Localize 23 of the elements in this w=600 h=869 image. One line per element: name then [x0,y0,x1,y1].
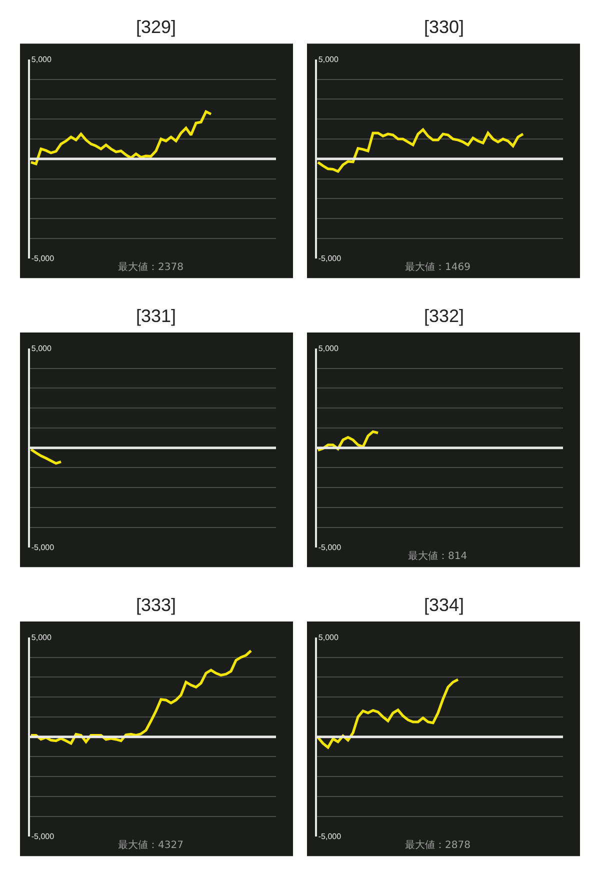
y-tick-label: 5,000 [31,55,52,64]
y-tick-label: 5,000 [318,344,339,354]
y-tick-label: -5,000 [318,543,342,552]
text: 最大値：814 [408,550,468,562]
chart-title: [333] [136,595,176,615]
y-tick-label: 5,000 [318,55,339,64]
chart-title: [329] [136,17,176,37]
text: 最大値：1469 [405,261,470,273]
y-tick-label: -5,000 [318,832,342,842]
y-tick-label: -5,000 [31,832,55,842]
y-tick-label: 5,000 [31,344,52,354]
text: 最大値：2878 [405,839,470,851]
y-tick-label: -5,000 [31,254,55,264]
y-tick-label: -5,000 [31,543,55,552]
chart-title: [334] [424,595,464,615]
text: 最大値：2378 [118,261,184,273]
chart-title: [331] [136,306,176,326]
chart-title: [330] [424,17,464,37]
y-tick-label: 5,000 [318,633,339,642]
chart-title: [332] [424,306,464,326]
text: 最大値：4327 [118,839,184,851]
y-tick-label: -5,000 [318,254,342,264]
y-tick-label: 5,000 [31,633,52,642]
